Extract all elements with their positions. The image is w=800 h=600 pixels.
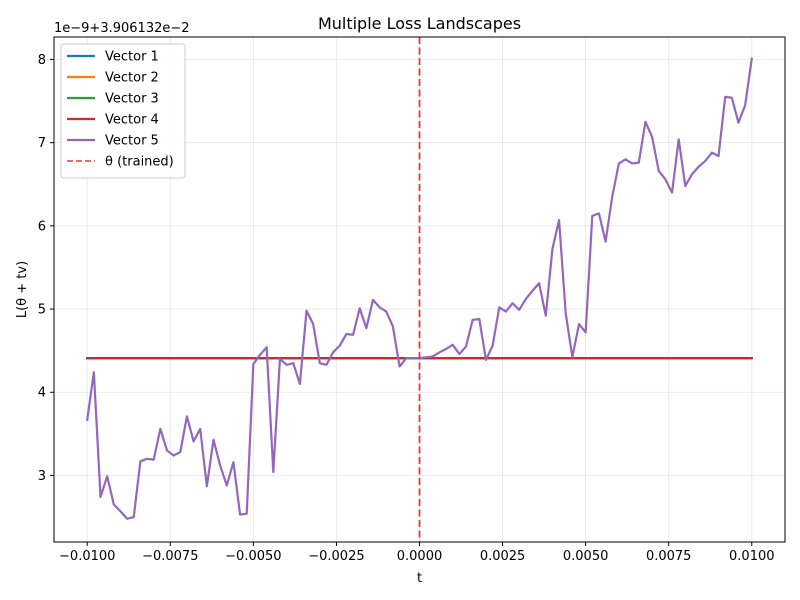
- x-axis-ticks: −0.0100 −0.0075 −0.0050 −0.0025 0.0000 0.0025…: [59, 542, 775, 564]
- y-tick-label: 7: [38, 136, 46, 151]
- x-tick-label: 0.0100: [729, 549, 775, 564]
- x-tick-label: 0.0000: [397, 549, 443, 564]
- x-tick-label: −0.0050: [225, 549, 281, 564]
- y-axis-offset-text: 1e−9+3.906132e−2: [54, 21, 190, 36]
- legend-label: Vector 4: [105, 113, 159, 128]
- legend-label: Vector 3: [105, 92, 159, 107]
- y-tick-label: 3: [38, 469, 46, 484]
- y-axis-label: L(θ + tv): [15, 261, 30, 318]
- x-tick-label: 0.0050: [563, 549, 609, 564]
- y-axis-ticks: 3 4 5 6 7 8: [38, 53, 54, 484]
- legend: Vector 1 Vector 2 Vector 3 Vector 4 Vector 5…: [60, 43, 186, 179]
- legend-label: θ (trained): [105, 155, 174, 170]
- legend-label: Vector 1: [105, 50, 159, 65]
- x-tick-label: −0.0075: [142, 549, 198, 564]
- y-tick-label: 8: [38, 53, 46, 68]
- legend-label: Vector 2: [105, 71, 159, 86]
- y-tick-label: 4: [38, 386, 46, 401]
- x-axis-label: t: [417, 571, 422, 586]
- y-tick-label: 6: [38, 219, 46, 234]
- chart-title: Multiple Loss Landscapes: [318, 14, 521, 33]
- x-tick-label: 0.0025: [480, 549, 526, 564]
- x-tick-label: 0.0075: [646, 549, 692, 564]
- x-tick-label: −0.0025: [308, 549, 364, 564]
- x-tick-label: −0.0100: [59, 549, 115, 564]
- y-tick-label: 5: [38, 303, 46, 318]
- legend-label: Vector 5: [105, 134, 159, 149]
